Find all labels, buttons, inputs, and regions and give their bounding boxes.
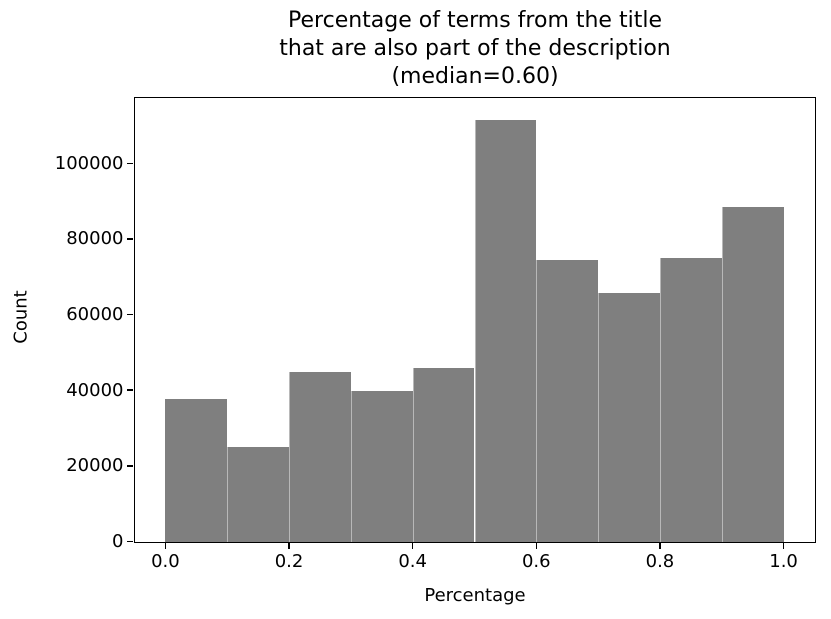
histogram-bar [474, 119, 537, 542]
y-tick-label: 60000 [66, 304, 124, 326]
x-tick-label: 0.0 [151, 550, 180, 572]
chart-title-line-1: Percentage of terms from the title [288, 8, 662, 33]
chart-title-line-3: (median=0.60) [391, 64, 559, 89]
x-tick-mark [535, 543, 538, 549]
histogram-bar [227, 446, 290, 542]
x-tick-label: 0.4 [398, 550, 427, 572]
y-tick-label: 20000 [66, 455, 124, 477]
x-tick-mark [782, 543, 785, 549]
x-tick-label: 0.2 [274, 550, 304, 572]
plot-area: 0.0 0.2 0.4 0.6 0.8 1.0 0 20000 40000 60000 80000 1… [55, 96, 816, 572]
y-tick-label: 80000 [66, 228, 124, 250]
histogram-bar [598, 292, 660, 542]
bars-layer [135, 98, 815, 542]
histogram-bar [659, 258, 722, 542]
x-axis-label: Percentage [424, 585, 526, 606]
x-tick-mark [288, 543, 290, 549]
chart-title-line-2: that are also part of the description [279, 36, 671, 61]
x-tick-label: 1.0 [769, 550, 798, 572]
histogram-bar [412, 368, 475, 542]
x-tick-mark [411, 543, 414, 549]
histogram-bar [536, 260, 599, 542]
y-tick-mark [127, 540, 133, 543]
x-tick-mark [164, 543, 167, 549]
x-tick-label: 0.6 [521, 550, 551, 572]
histogram-bar [165, 398, 228, 542]
x-tick-label: 0.8 [645, 550, 675, 572]
y-axis-label: Count [10, 290, 32, 344]
y-tick-mark [127, 238, 133, 240]
y-tick-label: 100000 [54, 152, 124, 174]
histogram-bar [289, 371, 351, 542]
chart-title: Percentage of terms from the title that … [135, 7, 815, 91]
y-tick-label: 0 [112, 531, 124, 552]
y-tick-label: 40000 [66, 379, 124, 401]
y-tick-mark [127, 389, 133, 391]
histogram-bar [350, 390, 413, 542]
x-tick-mark [659, 543, 661, 549]
y-tick-mark [127, 465, 133, 467]
y-tick-mark [127, 162, 133, 165]
y-tick-mark [127, 313, 133, 316]
histogram-bar [721, 207, 784, 542]
